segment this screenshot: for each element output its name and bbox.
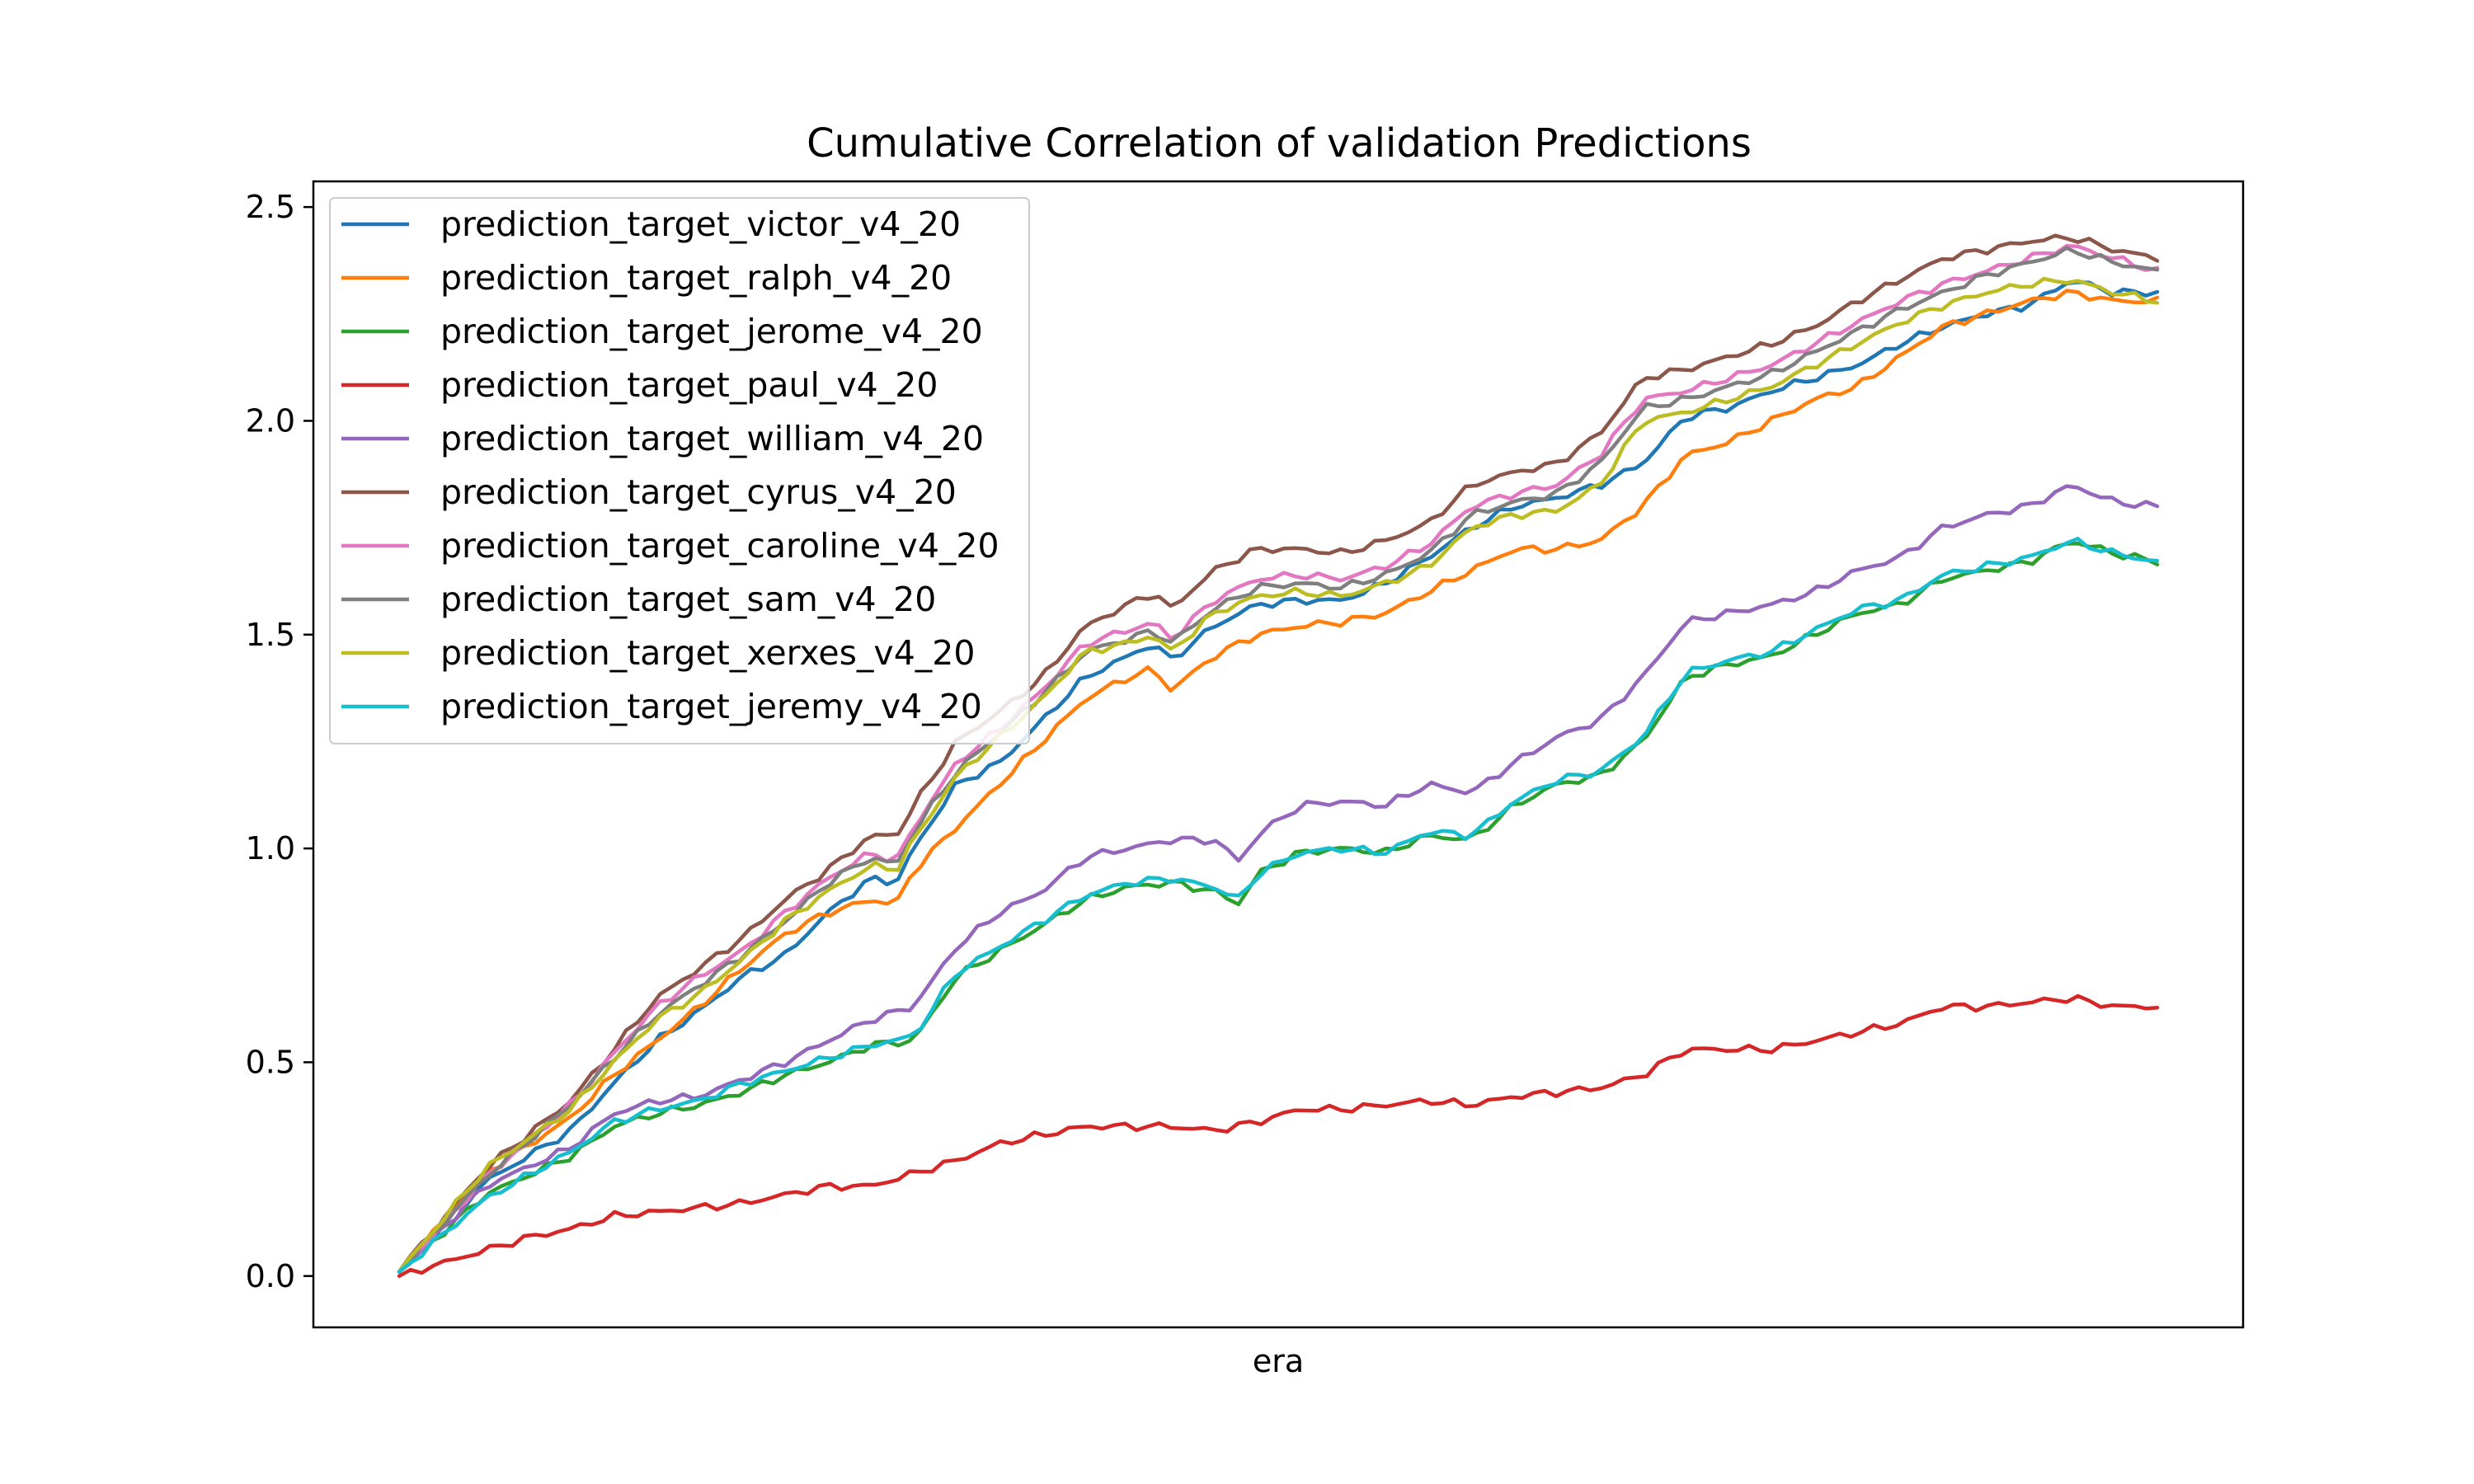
legend-label: prediction_target_william_v4_20 [440,419,984,458]
y-axis: 0.0 0.5 1.0 1.5 2.0 2.5 [246,189,313,1294]
plot-lines [397,233,2160,1279]
y-tick-label: 1.5 [246,617,295,653]
series-line-prediction-target-cyrus-v4-20 [397,233,2160,1274]
legend-entry: prediction_target_xerxes_v4_20 [341,633,975,673]
series-line-prediction-target-paul-v4-20 [397,993,2160,1279]
series-line-prediction-target-xerxes-v4-20 [397,276,2160,1274]
legend-entry: prediction_target_jerome_v4_20 [341,312,983,351]
series-line-prediction-target-jerome-v4-20 [397,541,2160,1274]
plot-frame [312,180,2245,1329]
legend-label: prediction_target_cyrus_v4_20 [440,472,957,512]
legend-entry: prediction_target_ralph_v4_20 [341,258,952,298]
legend-entry: prediction_target_caroline_v4_20 [341,526,999,566]
legend-entry: prediction_target_sam_v4_20 [341,580,936,619]
legend-entry: prediction_target_cyrus_v4_20 [341,472,957,512]
x-axis-label: era [1253,1343,1304,1379]
series-line-prediction-target-caroline-v4-20 [397,243,2160,1274]
legend-entry: prediction_target_jeremy_v4_20 [341,687,982,726]
chart-title: Cumulative Correlation of validation Pre… [807,120,1752,167]
y-tick-label: 1.0 [246,830,295,866]
series-line-prediction-target-william-v4-20 [397,484,2160,1274]
legend-entry: prediction_target_paul_v4_20 [341,365,938,405]
series-line-prediction-target-ralph-v4-20 [397,289,2160,1274]
legend-box [329,197,1030,744]
legend-entry: prediction_target_william_v4_20 [341,419,984,458]
series-line-prediction-target-sam-v4-20 [397,246,2160,1274]
legend-label: prediction_target_jeremy_v4_20 [440,687,982,726]
series-line-prediction-target-victor-v4-20 [397,280,2160,1274]
legend-label: prediction_target_victor_v4_20 [440,204,961,244]
legend-label: prediction_target_ralph_v4_20 [440,258,952,298]
legend-entry: prediction_target_victor_v4_20 [341,204,961,244]
legend-label: prediction_target_sam_v4_20 [440,580,936,619]
legend: prediction_target_victor_v4_20 prediction… [329,197,1030,744]
y-tick-label: 0.0 [246,1258,295,1294]
y-tick-label: 2.0 [246,402,295,439]
y-tick-label: 0.5 [246,1044,295,1080]
series-line-prediction-target-jeremy-v4-20 [397,537,2160,1274]
legend-label: prediction_target_paul_v4_20 [440,365,938,405]
legend-label: prediction_target_caroline_v4_20 [440,526,999,566]
y-tick-label: 2.5 [246,189,295,225]
legend-label: prediction_target_jerome_v4_20 [440,312,983,351]
legend-label: prediction_target_xerxes_v4_20 [440,633,975,673]
